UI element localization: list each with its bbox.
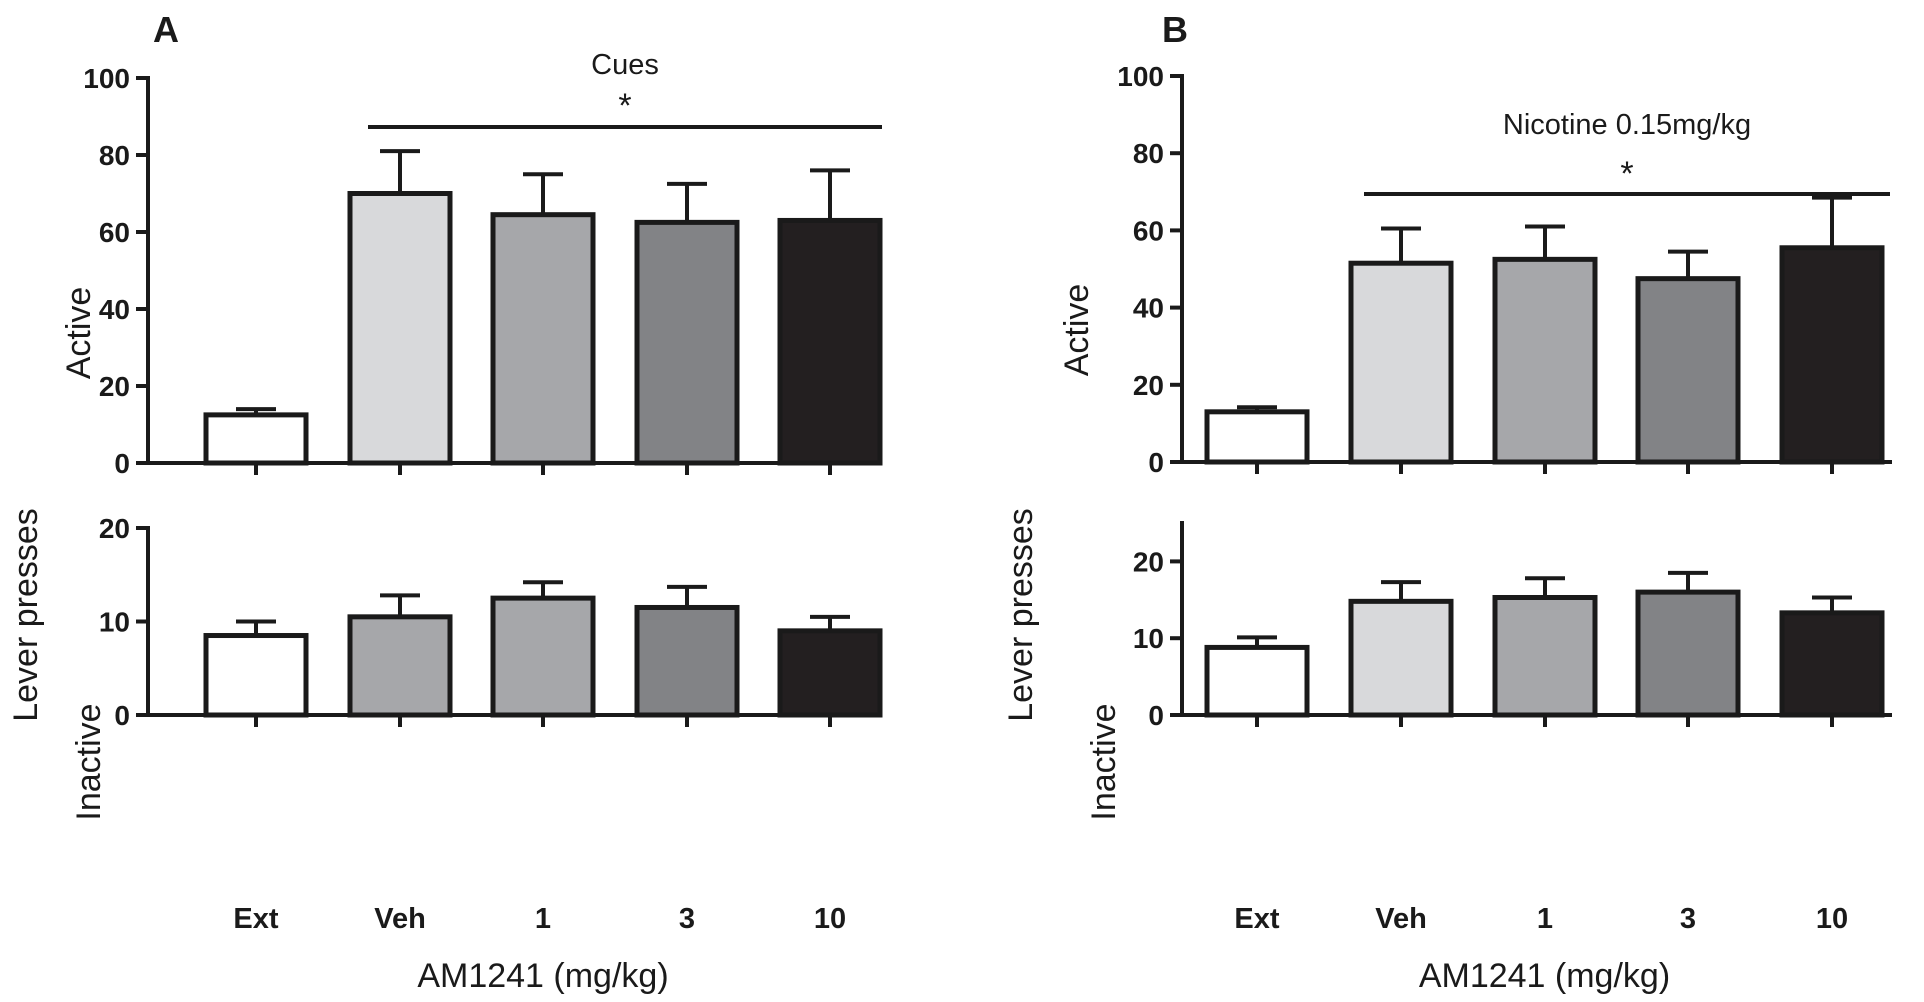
- panel-b-active-ytick-label-20: 20: [1133, 370, 1164, 401]
- panel-b-active-ytick-label-60: 60: [1133, 215, 1164, 246]
- panel-a-inactive-category-label-veh: Veh: [374, 903, 426, 935]
- panel-a-xlabel: AM1241 (mg/kg): [417, 957, 668, 995]
- panel-b-active-ytick-label-100: 100: [1117, 61, 1164, 92]
- panel-b-inactive-ytick-label-0: 0: [1148, 700, 1164, 731]
- panel-a-active-ytick-label-100: 100: [83, 63, 130, 94]
- panel-a-inactive-bar-ext: [203, 633, 309, 718]
- panel-b-inactive-category-label-3: 3: [1680, 903, 1696, 935]
- bars-layer: [203, 149, 1885, 718]
- panel-b-inactive-ylabel: Inactive: [1085, 703, 1123, 820]
- panel-b-active-bar-veh: [1348, 260, 1454, 465]
- panel-a-inactive-category-label-ext: Ext: [233, 903, 278, 935]
- panel-a-active-bar-3: [634, 219, 740, 466]
- panel-b-inactive-bar-1: [1492, 594, 1598, 718]
- panel-b-active-ytick-label-40: 40: [1133, 293, 1164, 324]
- panel-b-active-ytick-label-80: 80: [1133, 138, 1164, 169]
- panel-a-inactive-ylabel: Inactive: [70, 703, 108, 820]
- panel-a-active-bar-1: [490, 212, 596, 466]
- panel-a-inactive-category-label-3: 3: [679, 903, 695, 935]
- panel-b-significance-star: *: [1620, 155, 1633, 193]
- panel-a-active-bar-ext: [203, 412, 309, 466]
- panel-b-xlabel: AM1241 (mg/kg): [1419, 957, 1670, 995]
- panel-a-active-ylabel: Active: [60, 287, 98, 380]
- panel-a-inactive-bar-10: [777, 628, 883, 718]
- panel-b-inactive-ytick-label-20: 20: [1133, 546, 1164, 577]
- panel-a-inactive-ytick-label-10: 10: [99, 607, 130, 638]
- panel-a-active-ytick-label-80: 80: [99, 140, 130, 171]
- panel-a-active-bar-10: [777, 217, 883, 466]
- panel-b-active-ylabel: Active: [1058, 284, 1096, 377]
- panel-b-inactive-bar-veh: [1348, 598, 1454, 718]
- text-layer: A B Cues * Nicotine 0.15mg/kg * Active I…: [7, 9, 1848, 995]
- panel-a-active-ytick-label-60: 60: [99, 217, 130, 248]
- panel-a-inactive-bar-1: [490, 595, 596, 718]
- panel-b-active-bar-3: [1635, 276, 1741, 465]
- panel-b-inactive-category-label-1: 1: [1537, 903, 1553, 935]
- panel-a-inactive-ytick-label-20: 20: [99, 513, 130, 544]
- panel-a-inactive-ytick-label-0: 0: [114, 700, 130, 731]
- panel-a-active-ytick-label-40: 40: [99, 294, 130, 325]
- panel-a-active-ytick-label-20: 20: [99, 371, 130, 402]
- panel-b-inactive-bar-3: [1635, 589, 1741, 718]
- panel-b-active-bar-ext: [1204, 409, 1310, 465]
- panel-b-inactive-category-label-veh: Veh: [1375, 903, 1427, 935]
- panel-a-inactive-bar-3: [634, 604, 740, 718]
- panel-a-active-ytick-label-0: 0: [114, 448, 130, 479]
- panel-b-active-ytick-label-0: 0: [1148, 447, 1164, 478]
- panel-b-inactive-ytick-label-10: 10: [1133, 623, 1164, 654]
- panel-a-condition-label: Cues: [591, 49, 659, 81]
- panel-a-significance-star: *: [618, 87, 631, 125]
- panel-b-shared-ylabel: Lever presses: [1002, 508, 1040, 722]
- panel-b-inactive-bar-10: [1779, 610, 1885, 718]
- panel-label-a: A: [153, 9, 179, 50]
- panel-label-b: B: [1162, 9, 1188, 50]
- panel-a-inactive-bar-veh: [347, 614, 453, 718]
- panel-b-inactive-bar-ext: [1204, 644, 1310, 718]
- axes-layer: [136, 74, 1892, 727]
- panel-a-inactive-category-label-10: 10: [814, 903, 846, 935]
- panel-b-condition-label: Nicotine 0.15mg/kg: [1503, 109, 1751, 141]
- panel-a-shared-ylabel: Lever presses: [7, 508, 45, 722]
- panel-b-active-bar-1: [1492, 256, 1598, 465]
- panel-b-inactive-category-label-10: 10: [1816, 903, 1848, 935]
- panel-a-inactive-category-label-1: 1: [535, 903, 551, 935]
- panel-a-active-bar-veh: [347, 191, 453, 466]
- panel-b-active-bar-10: [1779, 245, 1885, 465]
- panel-b-inactive-category-label-ext: Ext: [1234, 903, 1279, 935]
